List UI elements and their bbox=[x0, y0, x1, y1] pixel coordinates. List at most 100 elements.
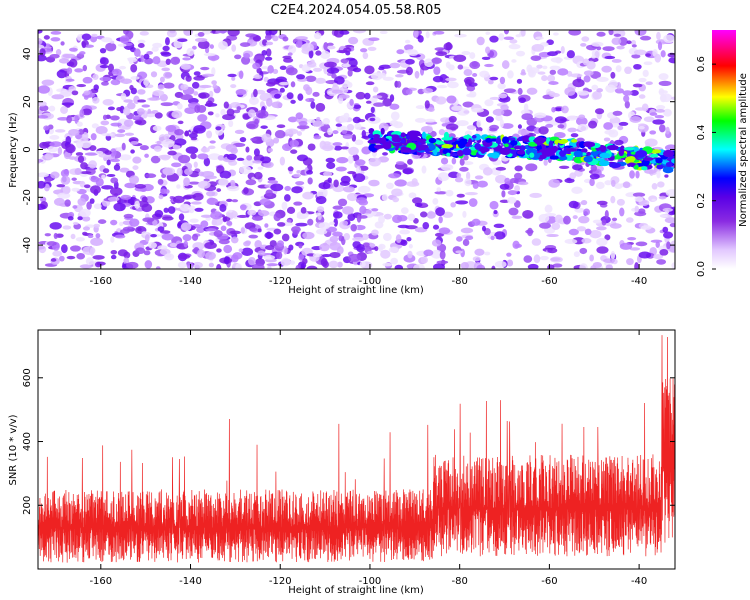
heatmap-cell bbox=[327, 45, 336, 50]
heatmap-cell bbox=[71, 177, 77, 181]
heatmap-cell bbox=[373, 102, 385, 107]
heatmap-cell bbox=[43, 125, 50, 131]
heatmap-cell bbox=[564, 87, 576, 96]
heatmap-cell bbox=[472, 256, 481, 262]
heatmap-cell bbox=[130, 63, 138, 73]
heatmap-cell bbox=[538, 213, 550, 223]
heatmap-cell bbox=[332, 231, 343, 237]
heatmap-cell bbox=[611, 37, 622, 45]
heatmap-cell bbox=[554, 116, 567, 124]
heatmap-cell bbox=[77, 216, 83, 221]
heatmap-cell bbox=[161, 216, 174, 221]
heatmap-cell bbox=[157, 178, 164, 185]
heatmap-cell bbox=[404, 39, 411, 44]
heatmap-cell bbox=[616, 198, 625, 206]
heatmap-cell bbox=[591, 41, 604, 47]
heatmap-cell bbox=[143, 53, 150, 60]
heatmap-cell bbox=[634, 196, 644, 202]
heatmap-cell bbox=[320, 50, 331, 59]
heatmap-cell bbox=[541, 75, 548, 82]
heatmap-cell bbox=[48, 105, 56, 112]
heatmap-cell bbox=[121, 142, 126, 151]
heatmap-cell bbox=[329, 251, 341, 259]
heatmap-cell bbox=[348, 146, 359, 156]
heatmap-cell bbox=[251, 215, 263, 221]
heatmap-cell bbox=[536, 64, 543, 69]
heatmap-cell bbox=[265, 189, 273, 197]
heatmap-cell bbox=[396, 161, 405, 166]
heatmap-cell bbox=[614, 88, 624, 94]
heatmap-cell bbox=[390, 257, 398, 265]
heatmap-signal-cell bbox=[380, 127, 385, 135]
heatmap-cell bbox=[671, 262, 675, 269]
heatmap-cell bbox=[92, 73, 99, 81]
heatmap-cell bbox=[463, 154, 469, 161]
heatmap-cell bbox=[652, 119, 665, 125]
heatmap-cell bbox=[313, 135, 322, 140]
heatmap-cell bbox=[191, 45, 197, 50]
heatmap-cell bbox=[315, 50, 322, 56]
heatmap-cell bbox=[397, 224, 410, 229]
heatmap-cell bbox=[250, 137, 257, 142]
heatmap-cell bbox=[92, 255, 105, 260]
heatmap-cell bbox=[200, 220, 209, 228]
heatmap-cell bbox=[101, 185, 114, 190]
heatmap-cell bbox=[378, 243, 386, 250]
heatmap-cell bbox=[348, 36, 359, 45]
heatmap-cell bbox=[547, 264, 555, 269]
heatmap-cell bbox=[220, 109, 226, 116]
heatmap-cell bbox=[315, 228, 328, 235]
heatmap-cell bbox=[405, 88, 413, 95]
heatmap-cell bbox=[157, 226, 165, 232]
heatmap-cell bbox=[266, 263, 279, 267]
heatmap-cell bbox=[263, 76, 269, 83]
heatmap-cell bbox=[408, 243, 413, 249]
heatmap-cell bbox=[495, 174, 507, 184]
heatmap-cell bbox=[176, 167, 183, 177]
heatmap-cell bbox=[152, 125, 162, 132]
heatmap-cell bbox=[482, 167, 493, 176]
heatmap-signal-cell bbox=[499, 147, 511, 156]
heatmap-cell bbox=[554, 131, 566, 139]
heatmap-cell bbox=[161, 233, 174, 241]
heatmap-cell bbox=[161, 138, 175, 148]
heatmap-cell bbox=[182, 57, 192, 61]
heatmap-cell bbox=[72, 205, 78, 209]
heatmap-cell bbox=[596, 31, 606, 37]
heatmap-cell bbox=[462, 161, 474, 166]
heatmap-cell bbox=[630, 89, 639, 96]
heatmap-x-tick-label: -160 bbox=[89, 276, 112, 287]
heatmap-cell bbox=[619, 207, 625, 217]
heatmap-signal-cell bbox=[481, 150, 486, 154]
heatmap-cell bbox=[453, 54, 467, 62]
heatmap-cell bbox=[501, 60, 510, 69]
heatmap-cell bbox=[445, 189, 454, 197]
heatmap-cell bbox=[166, 30, 177, 38]
heatmap-cell bbox=[437, 172, 450, 182]
heatmap-cell bbox=[651, 198, 656, 202]
heatmap-cell bbox=[72, 221, 79, 225]
heatmap-cell bbox=[422, 221, 430, 230]
heatmap-cell bbox=[604, 234, 611, 241]
heatmap-cell bbox=[531, 44, 545, 52]
heatmap-cell bbox=[228, 120, 234, 128]
heatmap-cell bbox=[335, 123, 343, 127]
heatmap-cell bbox=[211, 217, 223, 226]
heatmap-cell bbox=[150, 155, 161, 164]
heatmap-cell bbox=[137, 42, 145, 49]
heatmap-cell bbox=[331, 89, 343, 94]
heatmap-signal-cell bbox=[463, 134, 472, 140]
heatmap-cell bbox=[211, 67, 216, 76]
heatmap-signal-cell bbox=[495, 137, 501, 146]
heatmap-cell bbox=[270, 183, 284, 192]
heatmap-signal-cell bbox=[467, 138, 473, 146]
heatmap-cell bbox=[435, 96, 447, 105]
heatmap-cell bbox=[154, 209, 164, 218]
heatmap-cell bbox=[119, 167, 130, 173]
heatmap-cell bbox=[388, 173, 401, 179]
heatmap-cell bbox=[459, 158, 465, 166]
heatmap-cell bbox=[260, 125, 268, 129]
heatmap-cell bbox=[499, 76, 506, 85]
heatmap-cell bbox=[347, 69, 353, 77]
heatmap-cell bbox=[627, 237, 637, 241]
